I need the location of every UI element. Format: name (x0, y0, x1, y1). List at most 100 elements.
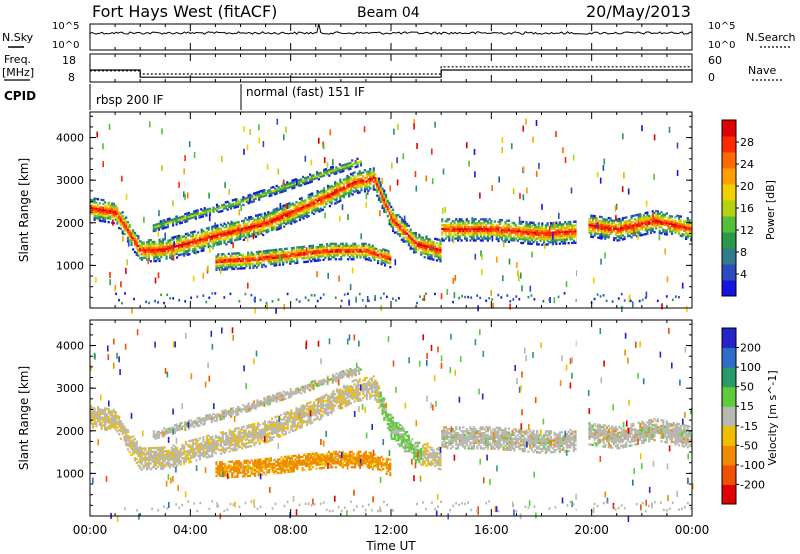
heatmap-cell (630, 232, 633, 235)
heatmap-cell (270, 219, 274, 222)
heatmap-cell (611, 228, 614, 232)
heatmap-cell (214, 442, 217, 445)
heatmap-cell (639, 232, 642, 235)
heatmap-cell (235, 200, 238, 203)
heatmap-cell (93, 418, 96, 422)
heatmap-cell (388, 211, 391, 214)
heatmap-cell (320, 197, 323, 201)
heatmap-cell (147, 456, 151, 460)
heatmap-cell (377, 256, 380, 259)
heatmap-cell (162, 454, 165, 457)
heatmap-cell (368, 256, 371, 260)
heatmap-cell (302, 203, 305, 207)
heatmap-cell (267, 222, 270, 225)
heatmap-cell (291, 210, 295, 213)
heatmap-cell (352, 254, 355, 257)
heatmap-cell (236, 263, 239, 267)
heatmap-cell (205, 452, 209, 455)
heatmap-cell (172, 465, 175, 468)
heatmap-cell (518, 235, 521, 239)
heatmap-cell (296, 259, 299, 263)
heatmap-cell (334, 185, 337, 188)
heatmap-cell (272, 228, 275, 231)
heatmap-cell (316, 174, 319, 178)
heatmap-cell (97, 211, 100, 214)
heatmap-cell (492, 231, 495, 235)
heatmap-cell (242, 233, 245, 236)
heatmap-cell (217, 253, 220, 256)
heatmap-cell (625, 227, 628, 231)
heatmap-cell (663, 233, 667, 236)
heatmap-cell (437, 238, 440, 241)
heatmap-speckle (326, 161, 329, 168)
heatmap-cell (331, 169, 334, 172)
heatmap-cell (311, 209, 314, 213)
heatmap-cell (644, 233, 647, 236)
heatmap-cell (102, 199, 105, 202)
heatmap-cell (302, 213, 305, 216)
heatmap-cell (365, 182, 368, 185)
ground-scatter (367, 299, 370, 303)
heatmap-cell (195, 443, 198, 447)
heatmap-cell (251, 232, 254, 236)
heatmap-cell (347, 162, 350, 165)
heatmap-cell (383, 191, 386, 194)
heatmap-cell (471, 225, 474, 229)
heatmap-speckle (441, 207, 444, 214)
heatmap-cell (142, 256, 145, 260)
heatmap-cell (243, 267, 246, 270)
heatmap-cell (320, 247, 323, 250)
heatmap-cell (467, 225, 470, 229)
heatmap-cell (632, 226, 635, 229)
heatmap-cell (520, 241, 523, 245)
heatmap-cell (366, 248, 369, 251)
heatmap-cell (548, 237, 551, 240)
heatmap-cell (509, 229, 512, 232)
heatmap-cell (184, 238, 187, 242)
heatmap-cell (186, 453, 189, 457)
heatmap-cell (200, 244, 203, 247)
heatmap-cell (104, 428, 107, 431)
heatmap-cell (367, 172, 370, 175)
heatmap-cell (546, 243, 549, 246)
heatmap-cell (627, 227, 630, 230)
heatmap-cell (265, 231, 268, 234)
heatmap-cell (453, 237, 456, 240)
heatmap-cell (495, 230, 498, 233)
heatmap-cell (142, 453, 145, 456)
heatmap-cell (537, 237, 540, 240)
ground-scatter (563, 292, 566, 295)
heatmap-cell (260, 230, 263, 233)
heatmap-cell (100, 412, 103, 415)
heatmap-cell (479, 231, 482, 234)
heatmap-cell (344, 179, 347, 183)
heatmap-cell (421, 251, 425, 255)
heatmap-cell (218, 260, 222, 264)
heatmap-cell (628, 219, 631, 222)
heatmap-cell (255, 235, 258, 238)
heatmap-cell (165, 451, 168, 455)
heatmap-cell (439, 244, 442, 248)
heatmap-cell (347, 248, 350, 251)
heatmap-cell (372, 176, 375, 180)
heatmap-cell (356, 172, 360, 175)
heatmap-cell (317, 253, 320, 256)
heatmap-speckle (147, 258, 149, 265)
heatmap-cell (448, 239, 451, 242)
heatmap-cell (217, 207, 220, 210)
heatmap-cell (663, 221, 667, 224)
heatmap-cell (314, 194, 317, 198)
heatmap-cell (123, 229, 126, 232)
heatmap-cell (618, 223, 621, 226)
heatmap-cell (301, 257, 304, 260)
heatmap-cell (370, 177, 374, 180)
heatmap-cell (400, 231, 403, 234)
heatmap-cell (509, 235, 512, 238)
heatmap-cell (509, 231, 512, 234)
heatmap-cell (238, 257, 241, 261)
heatmap-cell (114, 422, 117, 425)
heatmap-cell (100, 216, 103, 219)
heatmap-cell (292, 252, 295, 255)
heatmap-speckle (184, 155, 186, 162)
heatmap-cell (121, 230, 124, 233)
